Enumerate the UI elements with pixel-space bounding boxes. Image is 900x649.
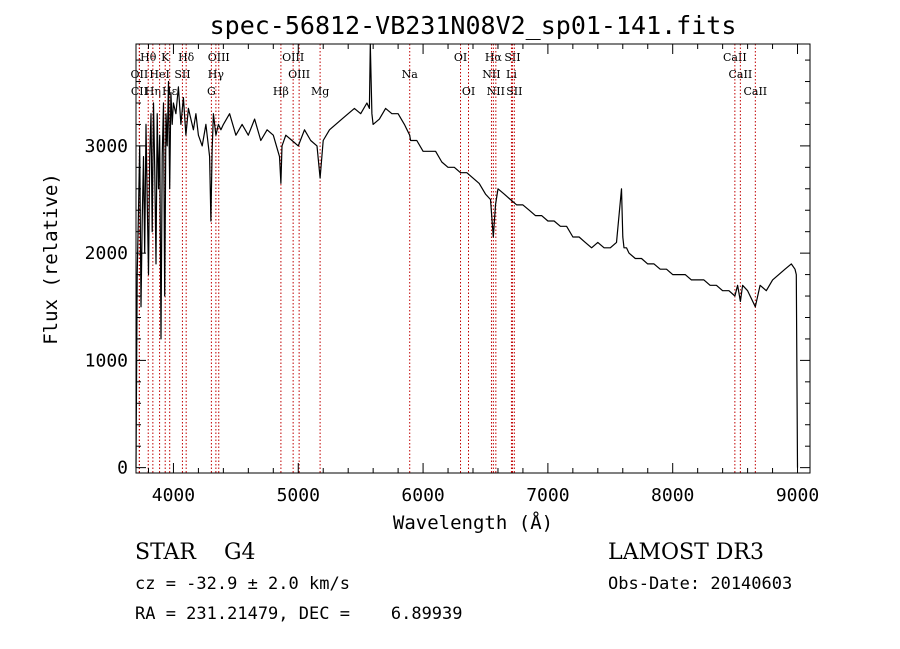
line-marker-label: OII	[131, 68, 149, 81]
line-marker-label: CII	[131, 85, 148, 98]
axis-ticks: 4000 5000 6000 7000 8000 9000 0 1000 2000 3000	[85, 44, 819, 506]
y-axis-label: Flux (relative)	[40, 173, 62, 345]
line-marker-label: NII	[482, 68, 500, 81]
x-tick-label: 8000	[651, 485, 694, 506]
line-marker-label: Hδ	[178, 51, 195, 64]
y-tick-label: 2000	[85, 243, 128, 264]
line-marker-label: HeI	[149, 68, 169, 81]
x-axis-label: Wavelength (Å)	[393, 511, 553, 534]
line-marker-label: G	[207, 85, 216, 98]
coordinates-label: RA = 231.21479, DEC = 6.89939	[135, 604, 463, 624]
x-tick-label: 9000	[776, 485, 819, 506]
line-marker-label: NII	[487, 85, 505, 98]
line-marker-label: Hα	[485, 51, 503, 64]
x-tick-label: 5000	[277, 485, 320, 506]
line-marker-label: Mg	[311, 85, 329, 98]
line-marker-label: CaII	[723, 51, 747, 64]
redshift-label: cz = -32.9 ± 2.0 km/s	[135, 574, 350, 594]
line-marker-label: OI	[462, 85, 475, 98]
line-marker-label: SII	[504, 51, 520, 64]
line-marker-label: Hβ	[273, 85, 289, 98]
line-marker-label: CaII	[743, 85, 767, 98]
line-marker-label: OIII	[282, 51, 304, 64]
line-marker-label: SII	[174, 68, 190, 81]
line-marker-label: SII	[506, 85, 522, 98]
y-tick-label: 0	[117, 458, 128, 479]
flux-series-line	[135, 43, 799, 468]
x-tick-label: 6000	[401, 485, 444, 506]
y-tick-label: 3000	[85, 136, 128, 157]
classification-label: STAR G4	[135, 540, 256, 565]
line-marker-label: Hγ	[208, 68, 225, 81]
line-marker-label: Hε	[162, 85, 178, 98]
x-tick-label: 4000	[152, 485, 195, 506]
survey-label: LAMOST DR3	[608, 540, 764, 565]
line-marker-label: Li	[506, 68, 517, 81]
line-marker-label: CaII	[729, 68, 753, 81]
line-marker-label: Hθ	[140, 51, 157, 64]
y-tick-label: 1000	[85, 350, 128, 371]
line-marker-label: OIII	[208, 51, 230, 64]
line-marker-label: K	[161, 51, 170, 64]
plot-frame	[135, 43, 811, 474]
chart-title: spec-56812-VB231N08V2_sp01-141.fits	[210, 11, 737, 40]
line-marker-label: OIII	[288, 68, 310, 81]
x-tick-label: 7000	[526, 485, 569, 506]
line-marker-label: Hη	[145, 85, 161, 98]
line-marker-label: OI	[454, 51, 467, 64]
line-marker-label: Na	[402, 68, 419, 81]
obs-date-label: Obs-Date: 20140603	[608, 574, 793, 594]
